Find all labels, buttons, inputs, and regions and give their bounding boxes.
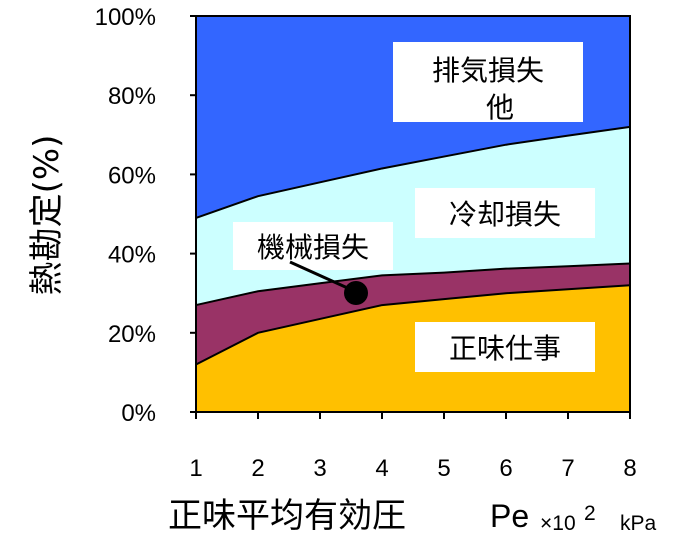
boundary-lines xyxy=(195,125,631,366)
area-2 xyxy=(196,263,630,365)
x-axis-unit-symbol: Pe xyxy=(490,498,529,534)
mechanical-pointer-dot xyxy=(344,281,368,305)
plot-frame xyxy=(195,15,631,413)
exhaust-label-box xyxy=(393,42,583,122)
x-tick-label: 6 xyxy=(499,455,512,482)
boundary-line-3 xyxy=(195,125,631,219)
y-tick-label: 100% xyxy=(95,4,156,31)
y-tick-label: 80% xyxy=(108,83,156,110)
net-work-label: 正味仕事 xyxy=(449,332,561,365)
x-axis-unit-exponent: 2 xyxy=(584,502,596,525)
area-1 xyxy=(196,285,630,412)
x-tick-label: 7 xyxy=(561,455,574,482)
x-tick-label: 3 xyxy=(313,455,326,482)
x-axis-title: 正味平均有効圧 xyxy=(168,496,406,536)
axes: 0% 20% 40% 60% 80% 100% 1 2 3 4 5 6 7 8 xyxy=(95,4,637,482)
y-tick-label: 20% xyxy=(108,321,156,348)
y-axis-title: 熱勘定(%) xyxy=(27,135,67,296)
y-tick-label: 0% xyxy=(121,400,156,427)
x-tick-label: 4 xyxy=(375,455,388,482)
mechanical-pointer-line xyxy=(289,260,353,292)
cooling-label-box xyxy=(415,188,595,238)
x-axis-unit: kPa xyxy=(620,512,657,535)
cooling-label: 冷却損失 xyxy=(449,198,561,231)
boundary-line-2 xyxy=(195,262,631,307)
boundary-line-1 xyxy=(195,284,631,366)
x-tick-label: 1 xyxy=(189,455,202,482)
exhaust-label-line2: 他 xyxy=(486,91,514,124)
x-tick-label: 2 xyxy=(251,455,264,482)
y-tick-label: 60% xyxy=(108,162,156,189)
mechanical-label: 機械損失 xyxy=(257,231,369,264)
exhaust-label-line1: 排気損失 xyxy=(432,54,544,87)
y-tick-label: 40% xyxy=(108,242,156,269)
x-tick-label: 8 xyxy=(623,455,636,482)
net-work-label-box xyxy=(415,322,595,372)
x-axis-unit-multiplier: ×10 xyxy=(540,512,576,535)
mechanical-label-box xyxy=(233,222,393,270)
x-tick-label: 5 xyxy=(437,455,450,482)
